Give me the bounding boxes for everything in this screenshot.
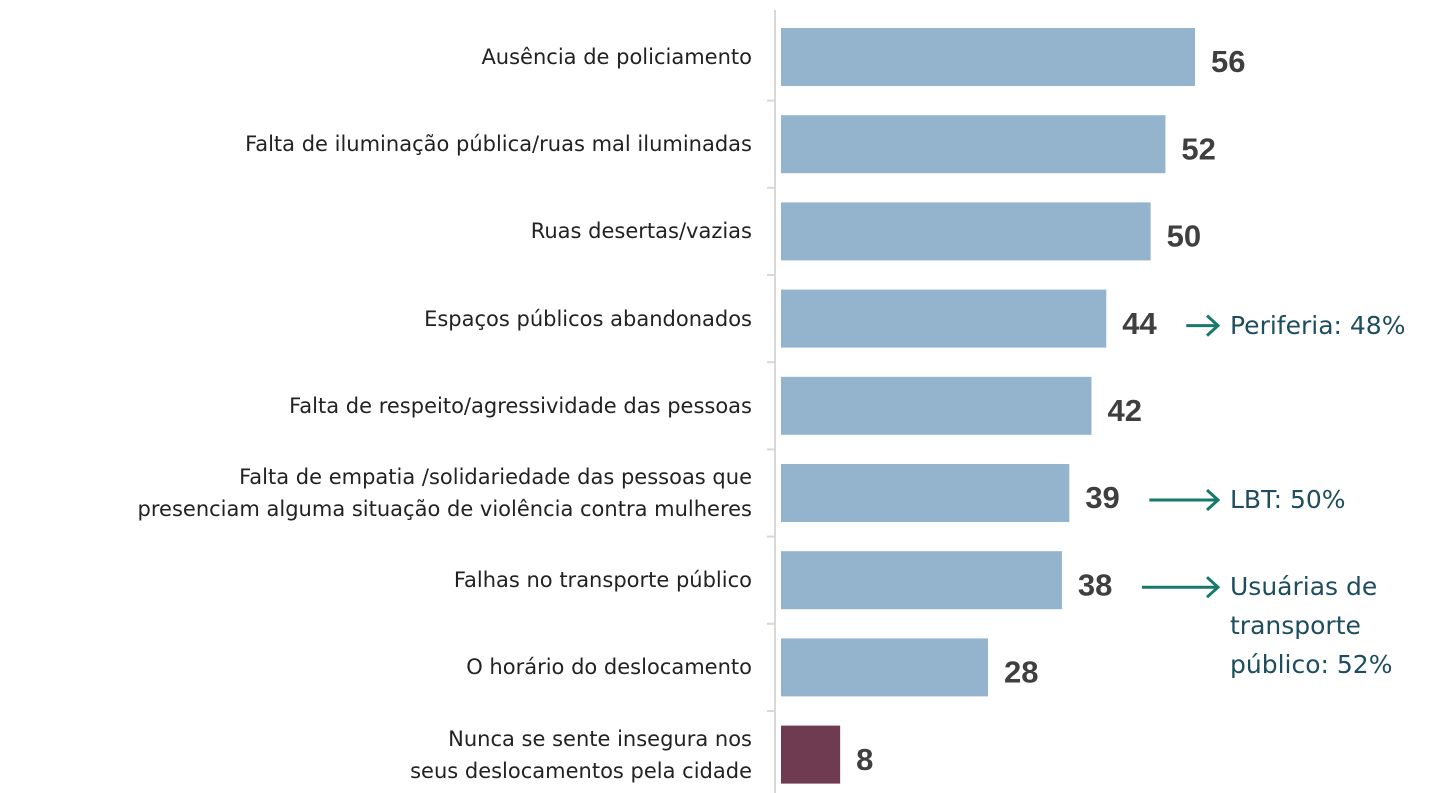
- annotation: Usuárias de transporte público: 52%: [1230, 572, 1393, 680]
- category-label: Falta de empatia /solidariedade das pess…: [137, 465, 752, 521]
- category-label: Nunca se sente insegura nos seus desloca…: [410, 726, 752, 783]
- value-label: 28: [1004, 655, 1038, 690]
- bar: [781, 202, 1151, 261]
- value-label: 44: [1122, 306, 1157, 341]
- category-label: Ausência de policiamento: [481, 45, 752, 69]
- bar: [781, 464, 1070, 522]
- value-label: 42: [1108, 393, 1142, 428]
- bar: [781, 376, 1092, 435]
- value-label: 38: [1078, 567, 1112, 602]
- annotation-arrowhead: [1205, 576, 1221, 599]
- value-label: 50: [1167, 219, 1201, 254]
- category-label: Falhas no transporte público: [453, 568, 752, 593]
- bar: [781, 725, 841, 784]
- bar: [781, 115, 1166, 174]
- category-label: Ruas desertas/vazias: [530, 219, 752, 244]
- annotation-arrowhead: [1205, 488, 1221, 512]
- value-label: 56: [1211, 44, 1245, 79]
- annotation-arrowhead: [1205, 314, 1221, 337]
- category-label: O horário do deslocamento: [466, 655, 752, 680]
- annotation: LBT: 50%: [1230, 485, 1346, 514]
- category-label: Espaços públicos abandonados: [424, 306, 752, 331]
- bar: [781, 638, 988, 697]
- bar: [781, 28, 1195, 86]
- annotation: Periferia: 48%: [1230, 310, 1406, 340]
- value-label: 39: [1085, 480, 1119, 515]
- category-label: Falta de iluminação pública/ruas mal ilu…: [245, 132, 752, 157]
- value-label: 52: [1181, 131, 1215, 166]
- bar: [781, 289, 1107, 348]
- value-label: 8: [856, 742, 873, 777]
- bar: [781, 551, 1062, 610]
- category-label: Falta de respeito/agressividade das pess…: [289, 393, 752, 418]
